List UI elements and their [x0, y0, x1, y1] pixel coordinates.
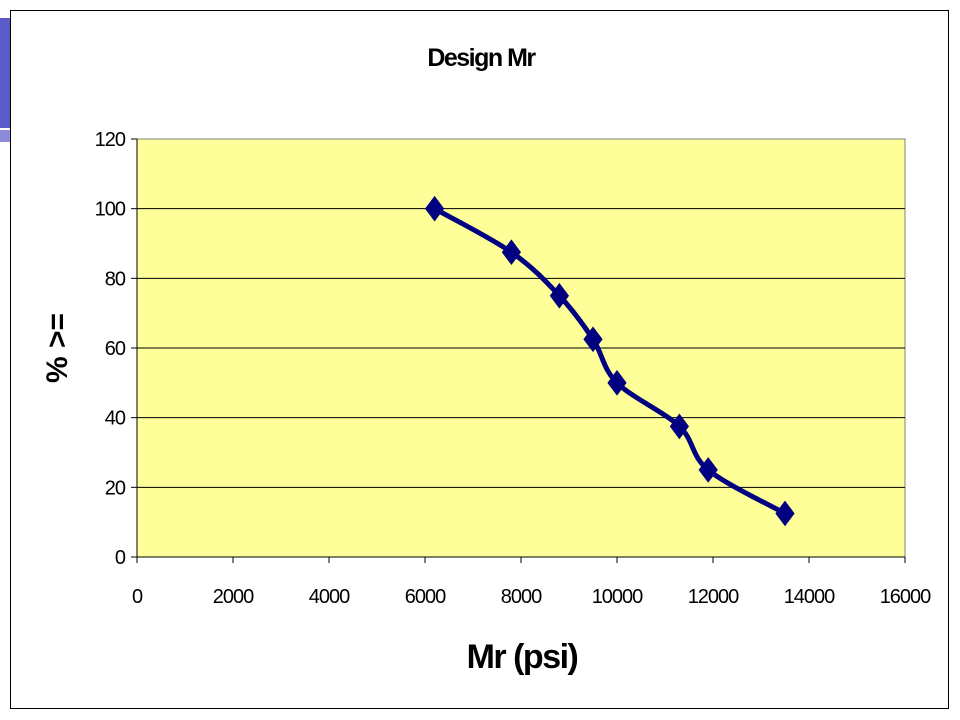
x-tick-label: 10000	[592, 586, 643, 608]
accent-bar	[0, 18, 10, 128]
x-tick-label: 4000	[309, 586, 350, 608]
x-tick-label: 8000	[501, 586, 542, 608]
plot-area: 0 20 40 60 80 100 120 0 2000 4000 6000 8000 10000 120…	[95, 129, 933, 608]
data-point-marker	[583, 326, 603, 353]
y-axis-label: % >=	[41, 313, 74, 383]
accent-line	[0, 130, 10, 142]
y-tick-label: 80	[105, 268, 126, 290]
data-point-marker	[669, 413, 690, 440]
x-tick-label: 6000	[405, 586, 446, 608]
y-tick-label: 0	[115, 547, 126, 569]
data-point-marker	[501, 239, 522, 266]
data-point-marker	[549, 282, 570, 309]
y-tick-label: 60	[105, 338, 126, 360]
x-tick-label: 12000	[688, 586, 739, 608]
data-point-marker	[698, 457, 718, 483]
x-tick-label: 2000	[213, 586, 254, 608]
y-tick-label: 20	[105, 477, 126, 499]
x-axis-label: Mr (psi)	[467, 638, 578, 676]
y-tick-label: 120	[95, 129, 126, 151]
x-tick-label: 0	[132, 586, 143, 608]
data-point-marker	[607, 369, 627, 396]
x-tick-label: 14000	[784, 586, 835, 608]
data-point-marker	[775, 500, 795, 527]
chart-title: Design Mr	[427, 44, 536, 72]
data-point-marker	[424, 195, 445, 222]
y-tick-label: 40	[105, 408, 126, 430]
y-tick-label: 100	[95, 199, 126, 221]
x-tick-label: 16000	[880, 586, 931, 608]
